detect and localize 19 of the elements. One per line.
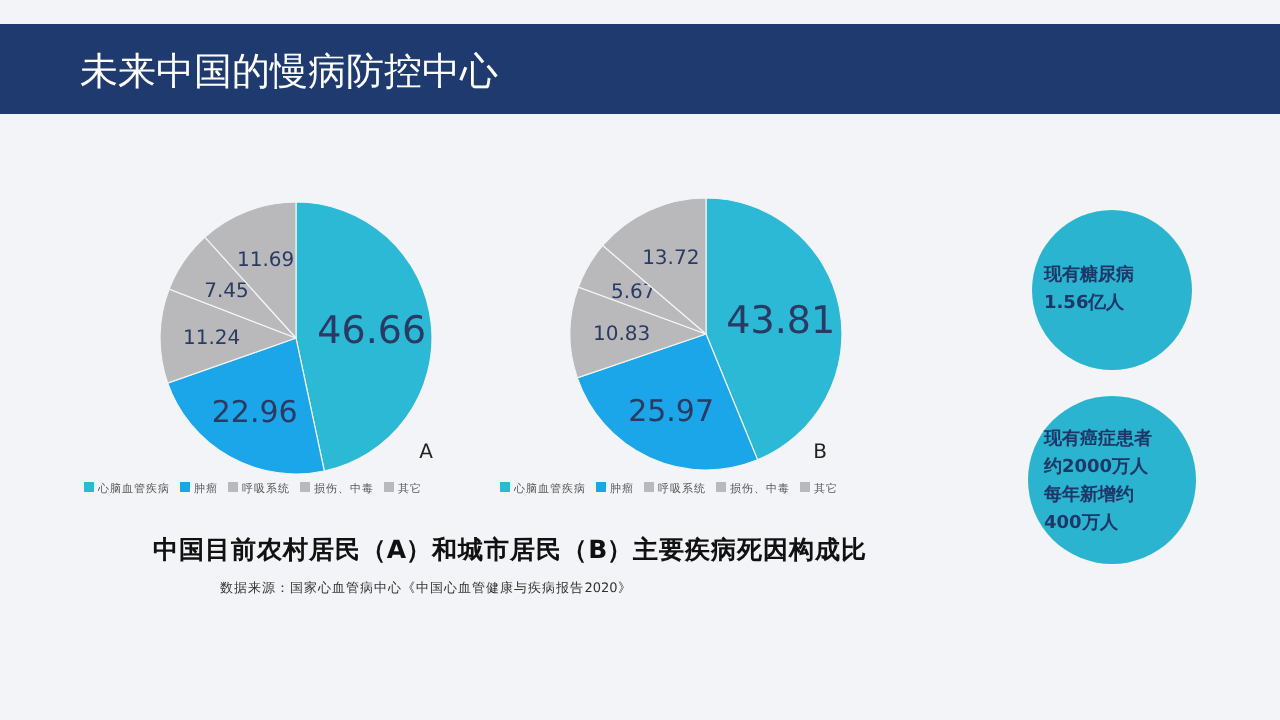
text: 现有癌症患者 (1042, 428, 1152, 450)
data-label: 43.81 (726, 298, 836, 343)
text: A (419, 442, 434, 464)
text: 400万人 (1044, 512, 1120, 534)
text: 每年新增约 (1042, 484, 1134, 506)
text: 约2000万人 (1042, 456, 1151, 478)
data-label: 46.66 (317, 309, 427, 354)
data-label: 13.72 (642, 248, 700, 271)
text: 1.56亿人 (1044, 292, 1127, 314)
data-label: 11.69 (237, 250, 295, 273)
data-label: 22.96 (211, 394, 298, 431)
data-label: 10.83 (593, 323, 651, 346)
data-label: 25.97 (628, 393, 715, 430)
data-label: 7.45 (204, 281, 249, 304)
data-label: 11.24 (183, 327, 241, 350)
text: 中国目前农村居民（A）和城市居民（B）主要疾病死因构成比 (152, 534, 868, 564)
text: 未来中国的慢病防控中心 (80, 50, 498, 94)
text: 现有糖尿病 (1042, 264, 1134, 286)
text: B (813, 442, 828, 464)
